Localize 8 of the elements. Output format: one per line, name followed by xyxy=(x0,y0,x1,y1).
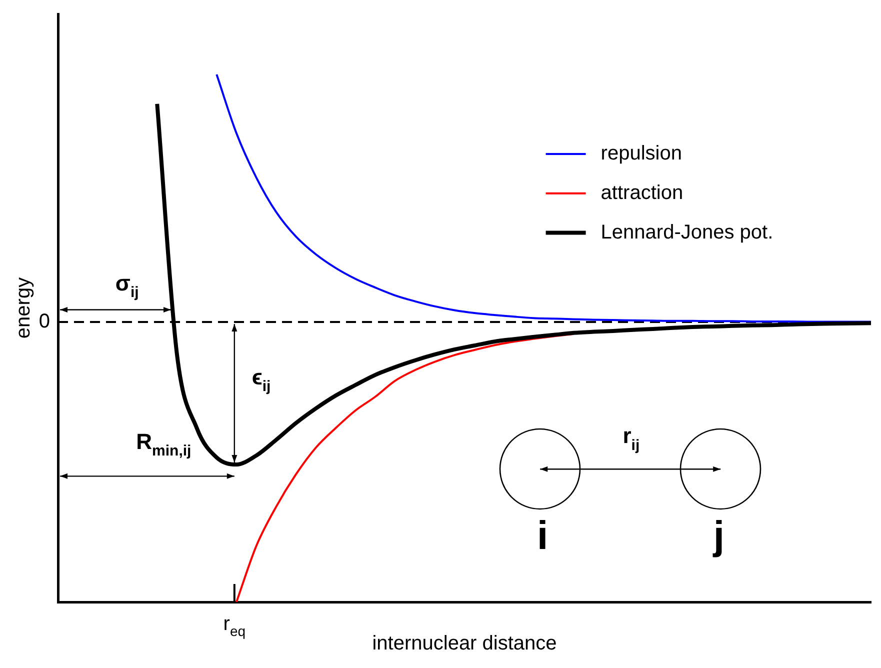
x-axis-title: internuclear distance xyxy=(372,632,557,655)
annotation: i xyxy=(536,514,548,558)
legend-label: attraction xyxy=(600,182,684,204)
legend-label: Lennard-Jones pot. xyxy=(600,221,774,244)
annotation: j xyxy=(712,514,725,558)
y-axis-title: energy xyxy=(12,277,35,339)
ref-line-label: 0 xyxy=(38,310,50,333)
legend-label: repulsion xyxy=(600,142,682,164)
